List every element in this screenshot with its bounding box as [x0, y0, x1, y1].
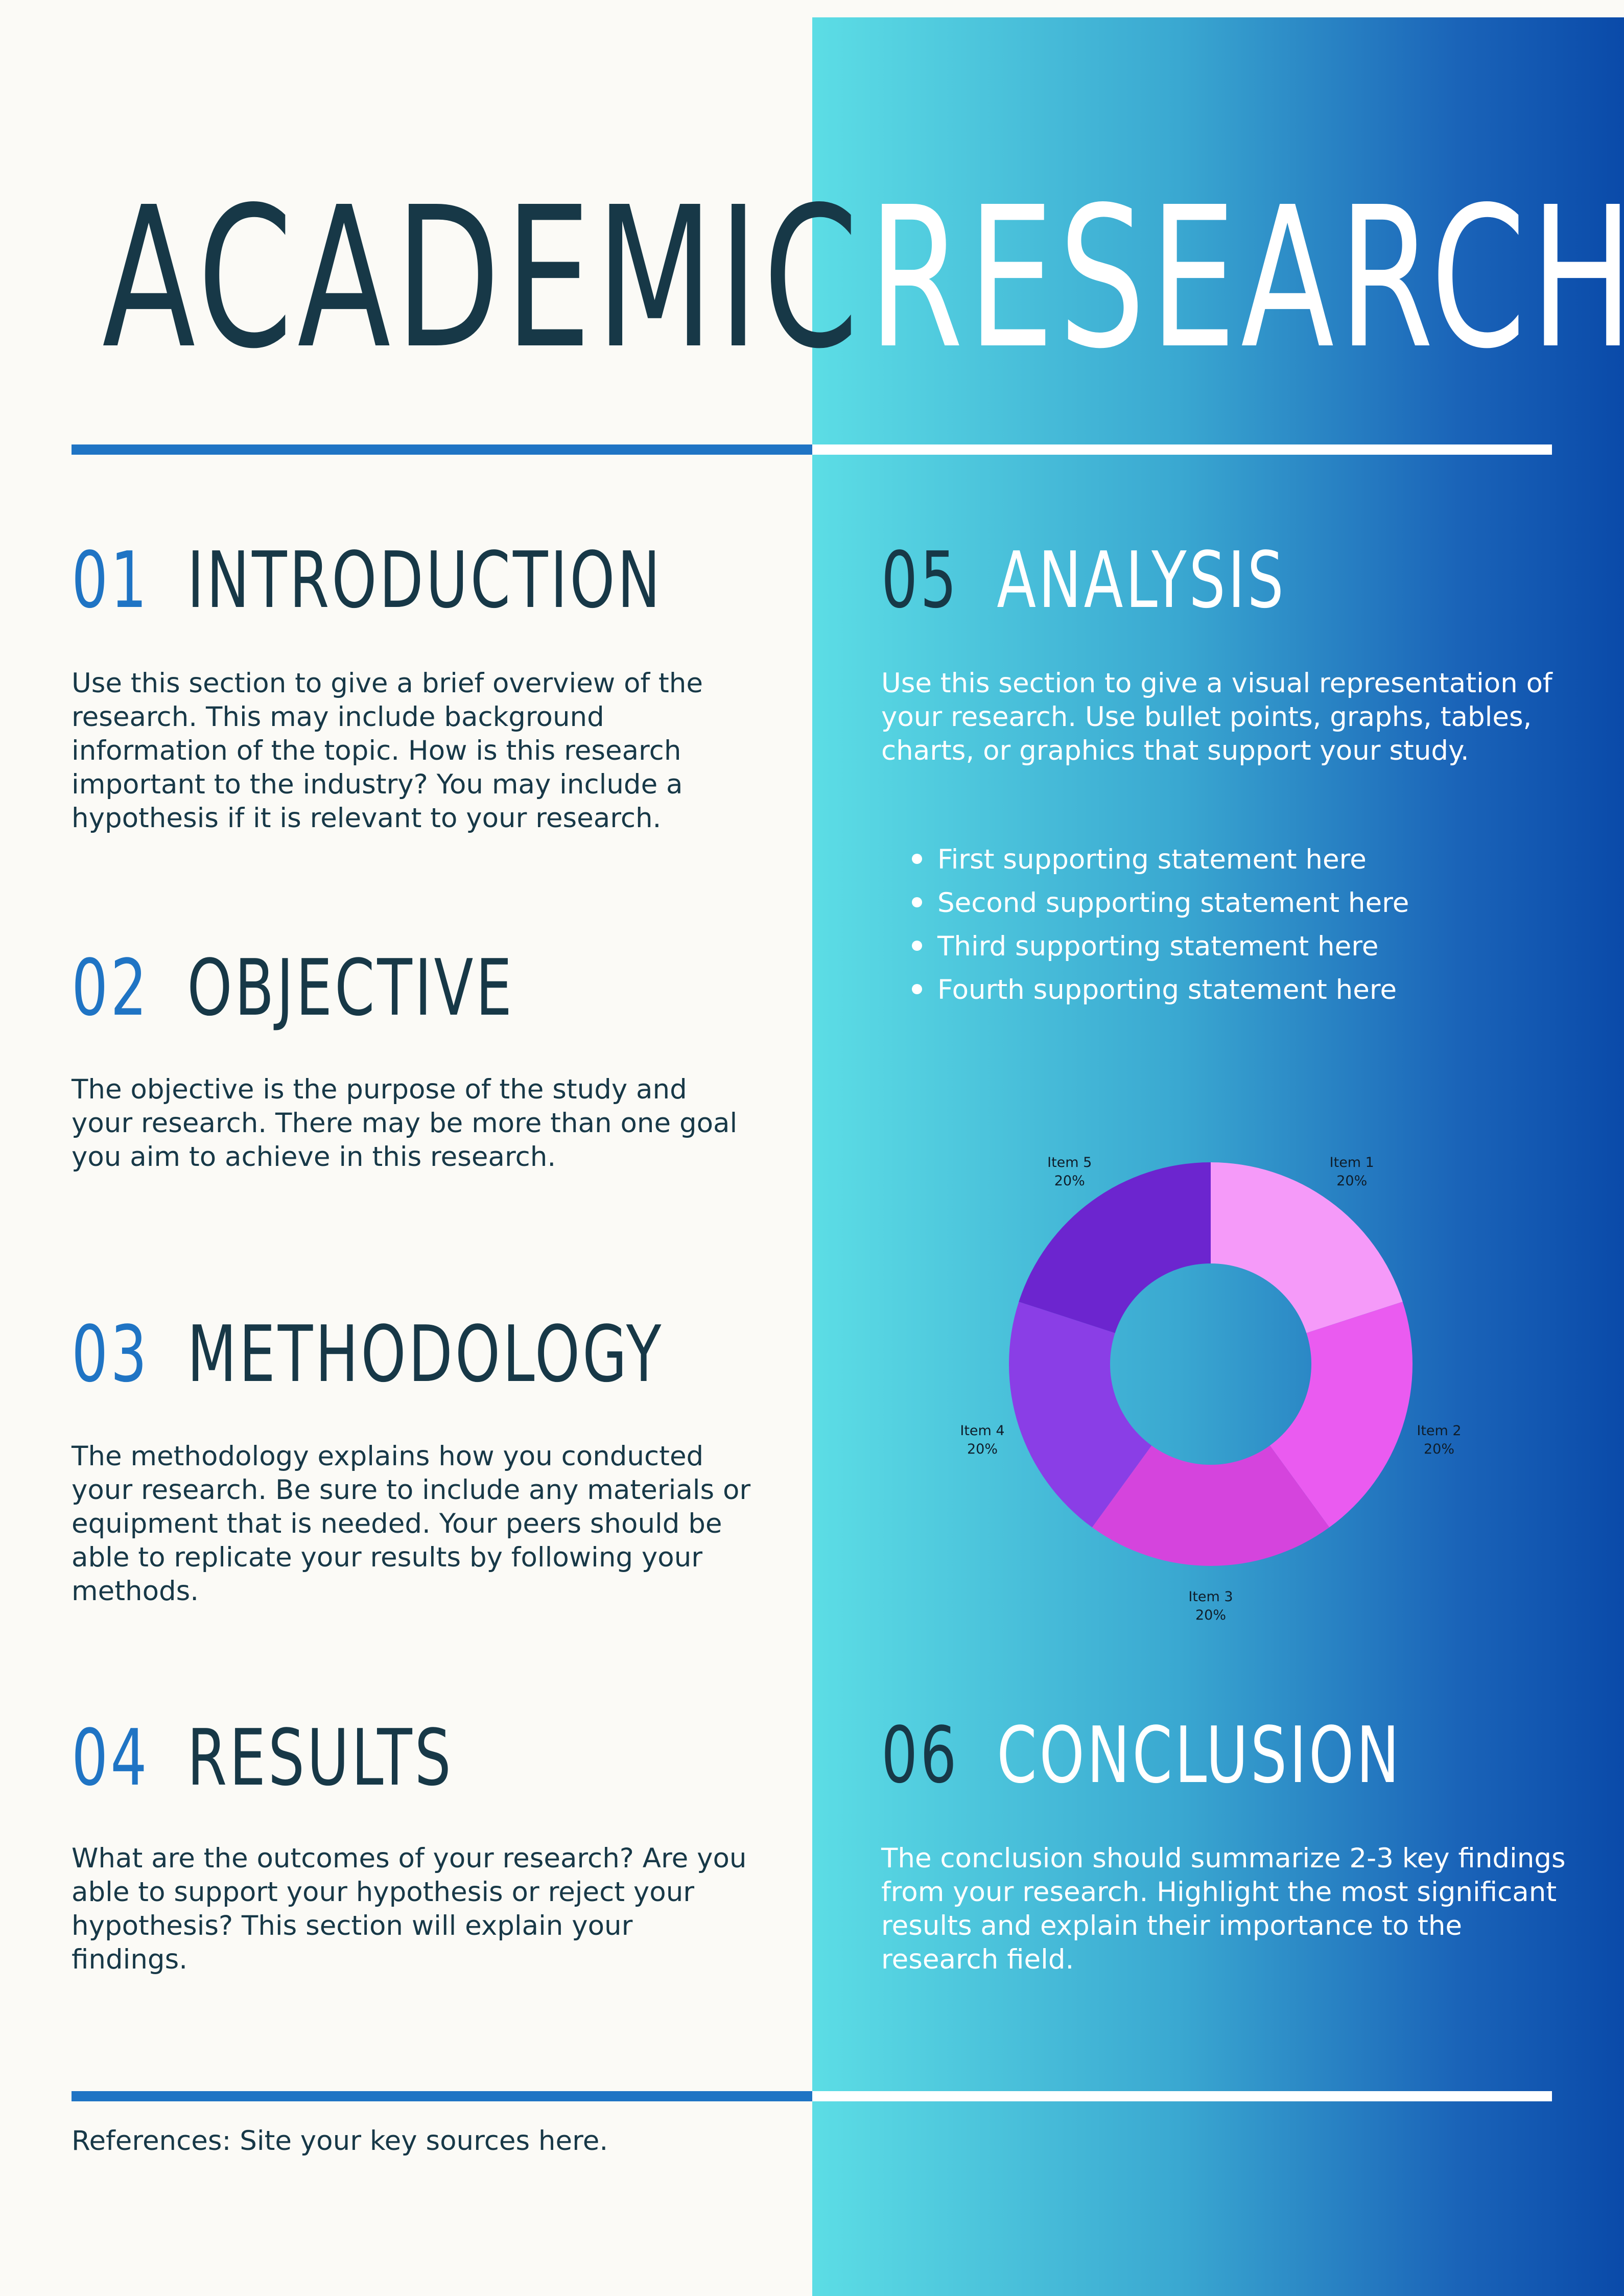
title-research: RESEARCH	[868, 165, 1624, 391]
slice-value-label-5: 20%	[1054, 1173, 1085, 1189]
slice-label-4: Item 4	[960, 1423, 1004, 1439]
slice-label-2: Item 2	[1417, 1423, 1461, 1439]
results-body: What are the outcomes of your research? …	[72, 1843, 747, 1975]
objective-number: 02	[72, 943, 150, 1033]
conclusion-title: CONCLUSION	[997, 1710, 1402, 1800]
results-heading: 04 RESULTS	[72, 1719, 454, 1797]
bullet-item: First supporting statement here	[912, 838, 1409, 881]
references-note: References: Site your key sources here.	[72, 2125, 608, 2157]
analysis-title: ANALYSIS	[997, 535, 1286, 625]
slice-label-1: Item 1	[1330, 1155, 1374, 1170]
top-rule-right	[812, 444, 1552, 455]
slice-value-label-3: 20%	[1195, 1607, 1226, 1623]
methodology-number: 03	[72, 1309, 150, 1399]
conclusion-number: 06	[881, 1710, 959, 1800]
conclusion-heading: 06 CONCLUSION	[881, 1717, 1402, 1794]
slice-value-label-2: 20%	[1424, 1441, 1454, 1457]
bullet-item: Second supporting statement here	[912, 881, 1409, 925]
results-number: 04	[72, 1713, 150, 1803]
title-academic: ACADEMIC	[102, 165, 863, 391]
slice-value-label-1: 20%	[1336, 1173, 1367, 1189]
donut-slice-5	[1019, 1162, 1211, 1333]
right-panel	[812, 17, 1624, 2296]
bullet-item: Fourth supporting statement here	[912, 968, 1409, 1012]
analysis-number: 05	[881, 535, 959, 625]
introduction-number: 01	[72, 535, 150, 625]
slice-value-label-4: 20%	[967, 1441, 998, 1457]
conclusion-body: The conclusion should summarize 2-3 key …	[881, 1843, 1566, 1975]
objective-body: The objective is the purpose of the stud…	[72, 1074, 738, 1173]
introduction-body: Use this section to give a brief overvie…	[72, 668, 703, 834]
methodology-title: METHODOLOGY	[187, 1309, 664, 1399]
donut-slice-2	[1269, 1301, 1413, 1528]
donut-slice-4	[1009, 1301, 1152, 1528]
slice-label-3: Item 3	[1188, 1589, 1233, 1605]
donut-slice-3	[1092, 1445, 1330, 1566]
analysis-bullet-list: First supporting statement here Second s…	[912, 838, 1409, 1012]
objective-heading: 02 OBJECTIVE	[72, 949, 514, 1027]
methodology-body: The methodology explains how you conduct…	[72, 1441, 751, 1607]
analysis-body: Use this section to give a visual repres…	[881, 668, 1552, 766]
methodology-heading: 03 METHODOLOGY	[72, 1316, 664, 1393]
bullet-item: Third supporting statement here	[912, 925, 1409, 968]
analysis-heading: 05 ANALYSIS	[881, 542, 1286, 619]
introduction-title: INTRODUCTION	[187, 535, 663, 625]
donut-slice-1	[1211, 1162, 1403, 1333]
top-rule-left	[72, 444, 812, 455]
introduction-heading: 01 INTRODUCTION	[72, 542, 663, 619]
bottom-rule-right	[812, 2091, 1552, 2101]
slice-label-5: Item 5	[1047, 1155, 1092, 1170]
objective-title: OBJECTIVE	[187, 943, 514, 1033]
bottom-rule-left	[72, 2091, 812, 2101]
donut-chart: Item 1 20% Item 2 20% Item 3 20% Item 4 20% Item…	[960, 1155, 1461, 1623]
results-title: RESULTS	[187, 1713, 454, 1803]
